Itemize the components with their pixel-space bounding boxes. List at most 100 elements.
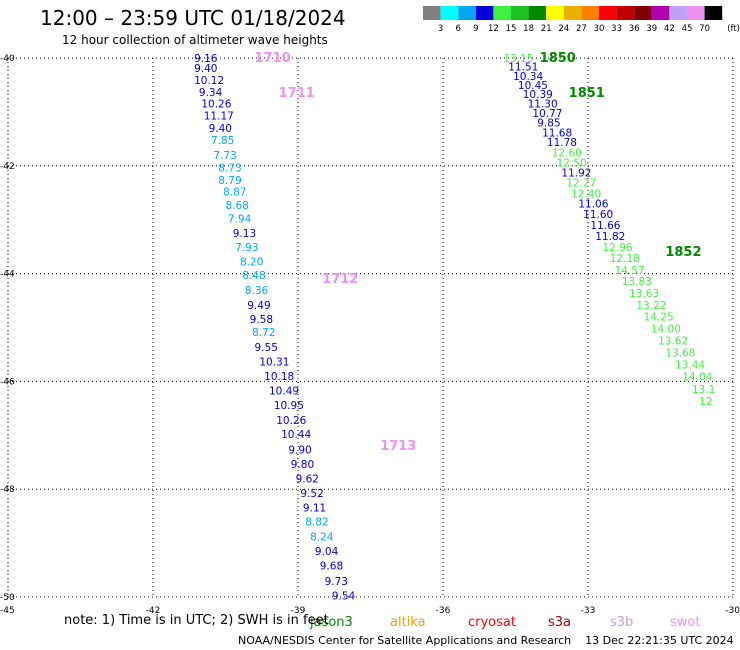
wave-height-point: 14.04 — [682, 372, 712, 384]
wave-height-point: 10.12 — [194, 75, 224, 87]
x-tick-label: -42 — [146, 606, 161, 616]
wave-height-point: 9.90 — [288, 444, 311, 456]
colorbar-swatch — [423, 6, 441, 20]
wave-height-point: 9.85 — [537, 118, 560, 130]
wave-height-point: 9.04 — [315, 546, 339, 558]
wave-height-point: 11.60 — [583, 209, 613, 221]
colorbar-label: 9 — [473, 24, 478, 34]
colorbar-label: 6 — [455, 24, 460, 34]
wave-height-point: 11.30 — [528, 98, 558, 110]
colorbar-label: 12 — [488, 24, 499, 34]
footer-credit: NOAA/NESDIS Center for Satellite Applica… — [238, 634, 572, 647]
wave-height-point: 8.24 — [310, 532, 334, 544]
colorbar-swatch — [687, 6, 705, 20]
wave-height-point: 7.93 — [235, 242, 258, 254]
colorbar-swatch — [704, 6, 723, 20]
time-label: 1850 — [540, 51, 576, 66]
wave-height-point: 9.40 — [194, 63, 217, 75]
colorbar-label: 36 — [629, 24, 640, 34]
y-tick-label: -50 — [0, 593, 15, 603]
colorbar-label: 39 — [646, 24, 657, 34]
wave-height-point: 9.54 — [332, 590, 356, 602]
wave-height-point: 13.68 — [665, 347, 695, 359]
time-label: 1713 — [380, 439, 416, 454]
wave-height-point: 11.06 — [578, 199, 608, 211]
time-label: 1711 — [279, 86, 315, 101]
wave-height-point: 12.50 — [557, 158, 587, 170]
wave-height-point: 10.39 — [523, 89, 553, 101]
wave-height-point: 10.77 — [532, 108, 562, 120]
colorbar-swatch — [458, 6, 476, 20]
wave-height-point: 8.36 — [245, 285, 269, 297]
y-tick-label: -46 — [0, 377, 15, 387]
wave-height-point: 9.62 — [296, 473, 319, 485]
wave-height-point: 14.25 — [644, 312, 674, 324]
wave-height-point: 11.92 — [561, 167, 591, 179]
colorbar-swatch — [511, 6, 529, 20]
wave-height-point: 7.85 — [211, 135, 234, 147]
wave-height-point: 9.16 — [194, 53, 218, 65]
wave-height-point: 9.73 — [325, 576, 348, 588]
legend-cryosat: cryosat — [468, 615, 516, 630]
colorbar-legend: 3 6 9 12 15 18 21 24 27 30 33 36 39 42 45 70 (ft) — [423, 6, 740, 34]
wave-height-point: 13.15 — [503, 53, 533, 65]
legend-s3b: s3b — [610, 615, 633, 630]
x-tick-label: -36 — [436, 606, 451, 616]
note-text: note: 1) Time is in UTC; 2) SWH is in fe… — [64, 613, 329, 628]
x-tick-label: -39 — [291, 606, 306, 616]
wave-height-point: 12 — [699, 396, 712, 408]
axis-ticks: -45 -42 -39 -36 -33 -30 -40 -42 -44 -46 -48 -50 — [0, 54, 740, 616]
time-labels: 1710 1711 1712 1713 1850 1851 1852 — [255, 51, 702, 454]
wave-height-point: 13.22 — [636, 300, 666, 312]
footer: NOAA/NESDIS Center for Satellite Applica… — [238, 634, 734, 647]
wave-height-point: 12.27 — [566, 178, 596, 190]
wave-height-point: 9.80 — [291, 459, 314, 471]
wave-height-point: 13.83 — [622, 276, 652, 288]
wave-height-point: 13.44 — [675, 360, 705, 372]
wave-height-point: 9.13 — [233, 228, 256, 240]
chart-grid — [7, 57, 734, 598]
time-label: 1851 — [569, 86, 605, 101]
wave-height-point: 11.68 — [542, 127, 572, 139]
x-tick-label: -30 — [725, 606, 740, 616]
x-tick-label: -33 — [581, 606, 596, 616]
colorbar-label: 33 — [611, 24, 622, 34]
wave-height-point: 10.26 — [276, 415, 306, 427]
satellite-legend: jason3 altika cryosat s3a s3b swot — [309, 615, 700, 630]
wave-height-point: 12.18 — [610, 253, 640, 265]
colorbar-label: 70 — [699, 24, 710, 34]
colorbar-swatch — [581, 6, 599, 20]
page-title: 12:00 – 23:59 UTC 01/18/2024 — [40, 6, 346, 30]
colorbar-swatch — [599, 6, 617, 20]
wave-height-point: 8.68 — [226, 200, 249, 212]
y-tick-label: -48 — [0, 485, 15, 495]
y-tick-label: -42 — [0, 162, 15, 172]
page-subtitle: 12 hour collection of altimeter wave hei… — [62, 33, 328, 47]
wave-height-point: 7.73 — [213, 150, 236, 162]
wave-height-point: 9.49 — [247, 300, 270, 312]
wave-height-point: 10.44 — [281, 429, 311, 441]
time-label: 1710 — [255, 51, 291, 66]
colorbar-label: 30 — [594, 24, 605, 34]
wave-height-point: 9.34 — [199, 87, 223, 99]
data-points: 9.169.4010.129.3410.2611.179.407.857.738… — [194, 53, 715, 602]
wave-height-point: 11.51 — [508, 62, 538, 74]
wave-height-point: 11.78 — [547, 137, 577, 149]
legend-altika: altika — [390, 615, 426, 630]
wave-height-point: 10.34 — [513, 71, 543, 83]
legend-s3a: s3a — [548, 615, 571, 630]
footer-generated: 13 Dec 22:21:35 UTC 2024 — [585, 634, 734, 647]
colorbar-swatch — [634, 6, 652, 20]
y-tick-label: -40 — [0, 54, 15, 64]
colorbar-swatch — [440, 6, 459, 20]
wave-height-point: 8.20 — [240, 257, 263, 269]
time-label: 1712 — [322, 272, 358, 287]
wave-height-point: 14.57 — [615, 265, 645, 277]
wave-height-point: 13.1 — [692, 384, 715, 396]
colorbar-label: 18 — [523, 24, 534, 34]
colorbar-swatch — [616, 6, 635, 20]
legend-swot: swot — [670, 615, 700, 630]
colorbar-swatch — [493, 6, 511, 20]
wave-height-point: 8.72 — [252, 327, 275, 339]
